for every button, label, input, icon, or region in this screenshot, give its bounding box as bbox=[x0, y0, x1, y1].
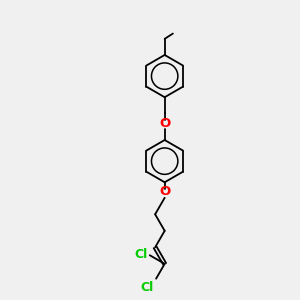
Text: O: O bbox=[159, 116, 170, 130]
Text: Cl: Cl bbox=[134, 248, 148, 261]
Text: O: O bbox=[159, 185, 170, 198]
Text: Cl: Cl bbox=[140, 281, 154, 294]
